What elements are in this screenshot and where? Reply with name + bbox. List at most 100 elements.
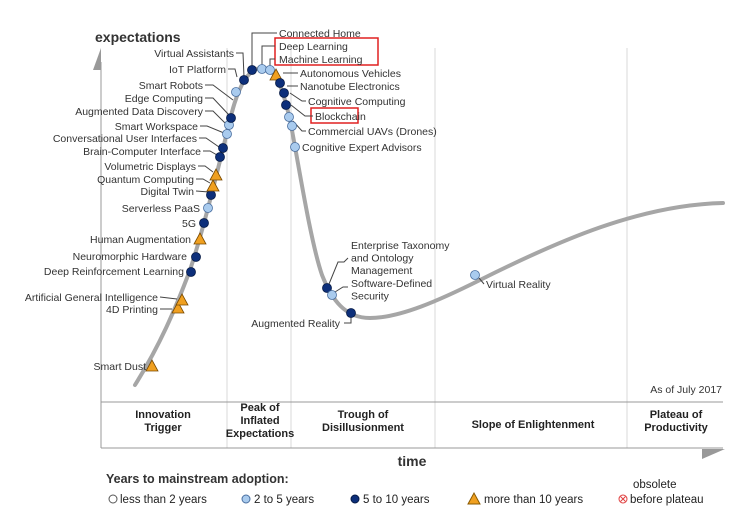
circle-marker-icon (239, 75, 249, 85)
legend: Years to mainstream adoption: less than … (106, 472, 704, 506)
technology-edge-computing[interactable]: Edge Computing (125, 93, 236, 123)
technology-label: Management (351, 265, 412, 277)
circle-marker-icon (222, 129, 232, 139)
legend-item-more-than-10: more than 10 years (484, 494, 583, 506)
circle-marker-icon (327, 290, 337, 300)
circle-marker-icon (199, 218, 209, 228)
leader-line-brain-computer-interface (203, 150, 218, 156)
technology-label: Smart Dust (93, 361, 146, 373)
technology-blockchain[interactable]: Blockchain (284, 111, 366, 123)
technology-label: Edge Computing (125, 93, 203, 105)
technology-nanotube-electronics[interactable]: Nanotube Electronics (279, 81, 400, 98)
circle-marker-icon (218, 143, 228, 153)
legend-item-less-than-2: less than 2 years (120, 494, 207, 506)
technology-smart-workspace[interactable]: Smart Workspace (115, 121, 232, 139)
leader-line-virtual-assistants (236, 52, 245, 78)
technology-label: Quantum Computing (97, 174, 194, 186)
technology-4d-printing[interactable]: 4D Printing (106, 301, 185, 316)
leader-line-volumetric-displays (198, 165, 214, 173)
technology-label: Machine Learning (279, 54, 363, 66)
technology-label: Virtual Reality (486, 279, 551, 291)
technology-human-augmentation[interactable]: Human Augmentation (90, 232, 207, 246)
circle-marker-icon (290, 142, 300, 152)
technology-autonomous-vehicles[interactable]: Autonomous Vehicles (275, 68, 401, 88)
technology-label: 4D Printing (106, 304, 158, 316)
white-circle-icon (108, 494, 118, 504)
technology-smart-dust[interactable]: Smart Dust (93, 359, 159, 373)
technology-commercial-uavs-drones[interactable]: Commercial UAVs (Drones) (287, 121, 437, 139)
legend-obsolete-line2: before plateau (630, 494, 704, 506)
technology-quantum-computing[interactable]: Quantum Computing (97, 174, 220, 192)
circle-marker-icon (257, 64, 267, 74)
technology-serverless-paas[interactable]: Serverless PaaS (122, 203, 213, 215)
technology-label: Volumetric Displays (104, 161, 196, 173)
technology-connected-home[interactable]: Connected Home (257, 28, 361, 74)
technology-label: Security (351, 291, 390, 303)
technology-deep-reinforcement-learning[interactable]: Deep Reinforcement Learning (44, 266, 196, 278)
circle-marker-icon (279, 88, 289, 98)
phase-label: Innovation (135, 409, 191, 421)
technology-virtual-reality[interactable]: Virtual Reality (470, 270, 552, 292)
technology-5g[interactable]: 5G (182, 218, 209, 230)
triangle-marker-icon (269, 68, 283, 81)
circle-marker-icon (203, 203, 213, 213)
technology-neuromorphic-hardware[interactable]: Neuromorphic Hardware (73, 251, 201, 263)
technology-label: Deep Reinforcement Learning (44, 266, 184, 278)
leader-line-blockchain (290, 104, 313, 117)
technology-label: Enterprise Taxonomy (351, 240, 450, 252)
technology-volumetric-displays[interactable]: Volumetric Displays (104, 161, 223, 181)
technology-label: Conversational User Interfaces (53, 133, 197, 145)
leader-line-conversational-user-interfaces (199, 137, 220, 148)
leader-line-iot-platform (228, 68, 238, 78)
y-axis-label: expectations (95, 29, 181, 45)
technology-label: Cognitive Computing (308, 96, 406, 108)
legend-obsolete-line1: obsolete (633, 479, 676, 491)
leader-lines (159, 32, 485, 324)
phase-label: Trigger (144, 422, 182, 434)
leader-line-smart-robots (205, 84, 234, 101)
technology-virtual-assistants[interactable]: Virtual Assistants (154, 48, 257, 75)
x-axis-arrow-icon (702, 449, 725, 459)
circle-marker-icon (191, 252, 201, 262)
technology-deep-learning[interactable]: Deep Learning (265, 41, 349, 75)
technology-artificial-general-intelligence[interactable]: Artificial General Intelligence (25, 292, 189, 306)
circle-marker-icon (346, 308, 356, 318)
leader-line-smart-workspace (200, 125, 225, 134)
technology-label: Blockchain (315, 111, 366, 123)
triangle-marker-icon (209, 168, 223, 181)
orange-triangle-icon (467, 491, 481, 505)
circle-marker-icon (186, 267, 196, 277)
technology-machine-learning[interactable]: Machine Learning (269, 54, 363, 81)
leader-line-quantum-computing (196, 178, 211, 184)
technology-conversational-user-interfaces[interactable]: Conversational User Interfaces (53, 133, 228, 153)
technology-label: Nanotube Electronics (300, 81, 400, 93)
technology-label: Augmented Data Discovery (75, 106, 204, 118)
technology-brain-computer-interface[interactable]: Brain-Computer Interface (83, 146, 225, 162)
leader-line-augmented-reality (344, 317, 352, 324)
technology-label: Autonomous Vehicles (300, 68, 401, 80)
phase-label: Slope of Enlightenment (472, 419, 595, 431)
phase-label: Plateau of (650, 409, 703, 421)
leader-line-virtual-reality (478, 277, 485, 285)
technology-cognitive-computing[interactable]: Cognitive Computing (281, 96, 406, 110)
leader-line-edge-computing (205, 97, 230, 116)
phase-label: Productivity (644, 422, 708, 434)
dark-blue-circle-icon (350, 494, 360, 504)
triangle-marker-icon (145, 359, 159, 372)
technology-label: Smart Robots (139, 80, 203, 92)
highlight-box-deep-machine-learning (274, 37, 379, 66)
technology-cognitive-expert-advisors[interactable]: Cognitive Expert Advisors (290, 142, 422, 154)
as-of-date: As of July 2017 (650, 384, 722, 396)
technology-label: Virtual Assistants (154, 48, 234, 60)
circle-marker-icon (284, 112, 294, 122)
technology-smart-robots[interactable]: Smart Robots (139, 80, 241, 97)
technology-digital-twin[interactable]: Digital Twin (141, 186, 216, 200)
technology-iot-platform[interactable]: IoT Platform (169, 64, 249, 85)
technology-label: Neuromorphic Hardware (73, 251, 188, 263)
technology-label: and Ontology (351, 253, 414, 265)
technology-label: Commercial UAVs (Drones) (308, 126, 437, 138)
technology-augmented-reality[interactable]: Augmented Reality (251, 308, 356, 331)
circle-marker-icon (265, 65, 275, 75)
